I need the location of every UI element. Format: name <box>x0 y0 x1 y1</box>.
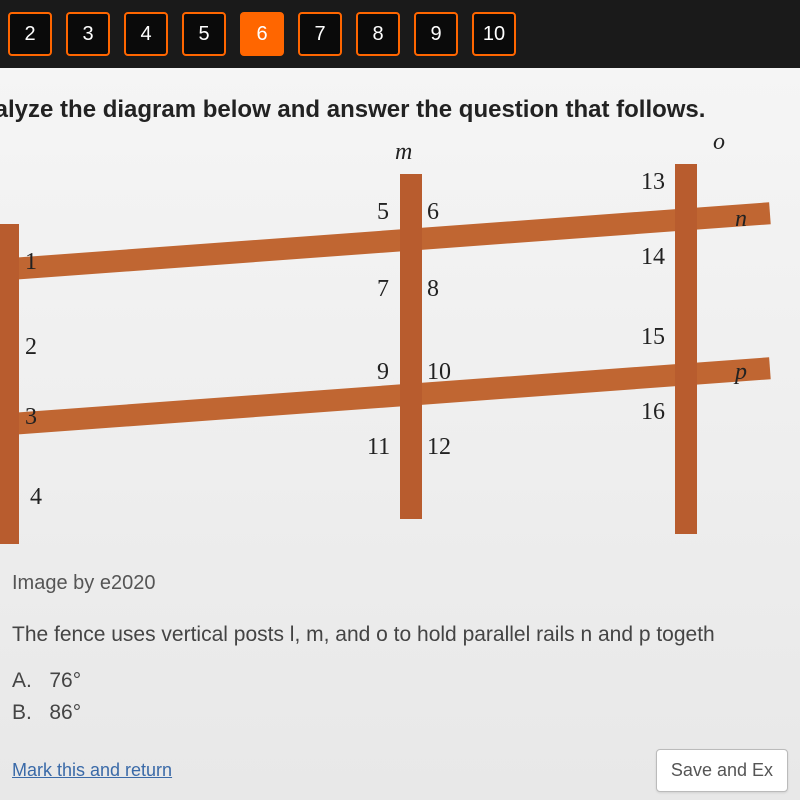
option-b[interactable]: B. 86° <box>12 697 800 729</box>
angle-11: 11 <box>367 434 390 461</box>
answer-options: A. 76° B. 86° <box>12 665 800 728</box>
content-area: nalyze the diagram below and answer the … <box>0 68 800 800</box>
angle-14: 14 <box>641 244 665 271</box>
angle-15: 15 <box>641 324 665 351</box>
angle-12: 12 <box>427 434 451 461</box>
angle-6: 6 <box>427 199 439 226</box>
angle-4: 4 <box>30 484 42 511</box>
label-m: m <box>395 139 412 166</box>
label-n: n <box>735 206 747 233</box>
option-b-value: 86° <box>49 701 81 724</box>
angle-2: 2 <box>25 334 37 361</box>
angle-13: 13 <box>641 169 665 196</box>
angle-8: 8 <box>427 276 439 303</box>
bottom-bar: Mark this and return Save and Ex <box>12 749 788 792</box>
post-m <box>400 174 422 519</box>
question-nav-bar: 2 3 4 5 6 7 8 9 10 <box>0 0 800 68</box>
fence-diagram: l m o n p 1 2 3 4 5 6 7 8 9 10 11 12 13 … <box>0 144 775 564</box>
nav-btn-9[interactable]: 9 <box>414 12 458 56</box>
question-span: The fence uses vertical posts l, m, and … <box>12 623 715 646</box>
angle-3: 3 <box>25 404 37 431</box>
nav-btn-8[interactable]: 8 <box>356 12 400 56</box>
option-a-value: 76° <box>49 669 81 692</box>
label-p: p <box>735 359 747 386</box>
nav-btn-2[interactable]: 2 <box>8 12 52 56</box>
instruction-text: nalyze the diagram below and answer the … <box>0 68 800 134</box>
angle-7: 7 <box>377 276 389 303</box>
nav-btn-10[interactable]: 10 <box>472 12 516 56</box>
nav-btn-6[interactable]: 6 <box>240 12 284 56</box>
nav-btn-4[interactable]: 4 <box>124 12 168 56</box>
angle-1: 1 <box>25 249 37 276</box>
angle-5: 5 <box>377 199 389 226</box>
mark-return-link[interactable]: Mark this and return <box>12 760 172 781</box>
angle-16: 16 <box>641 399 665 426</box>
nav-btn-3[interactable]: 3 <box>66 12 110 56</box>
post-l <box>0 224 19 544</box>
save-exit-button[interactable]: Save and Ex <box>656 749 788 792</box>
angle-9: 9 <box>377 359 389 386</box>
question-text: The fence uses vertical posts l, m, and … <box>12 623 800 647</box>
post-o <box>675 164 697 534</box>
image-caption: Image by e2020 <box>12 572 800 595</box>
option-a[interactable]: A. 76° <box>12 665 800 697</box>
nav-btn-5[interactable]: 5 <box>182 12 226 56</box>
nav-btn-7[interactable]: 7 <box>298 12 342 56</box>
label-o: o <box>713 129 725 156</box>
angle-10: 10 <box>427 359 451 386</box>
